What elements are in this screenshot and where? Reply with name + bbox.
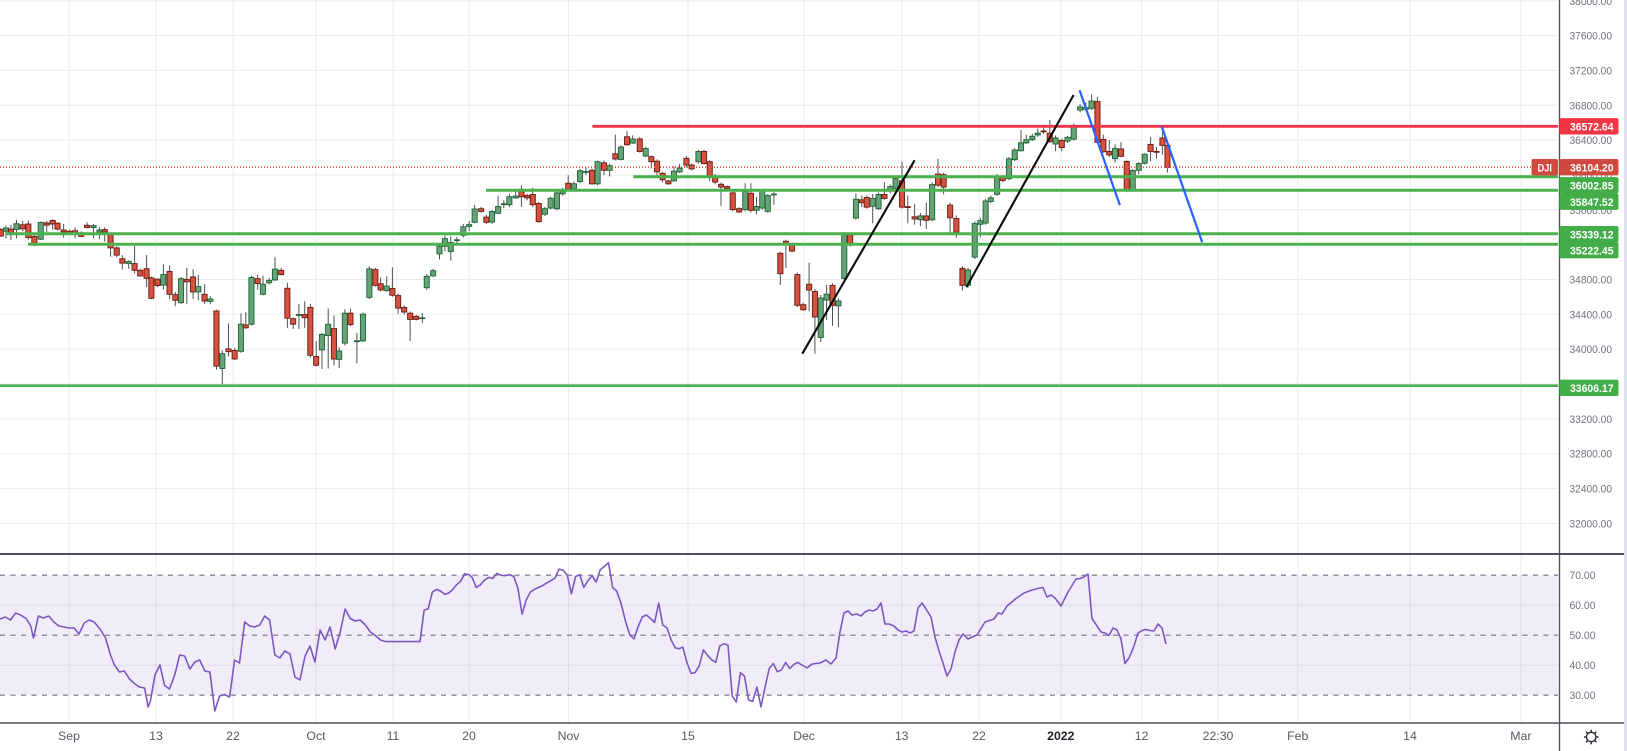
svg-text:11: 11 — [387, 729, 400, 743]
svg-text:36002.85: 36002.85 — [1570, 181, 1614, 193]
svg-text:33200.00: 33200.00 — [1570, 414, 1613, 426]
svg-text:36800.00: 36800.00 — [1570, 100, 1613, 112]
svg-text:22:30: 22:30 — [1203, 729, 1234, 743]
svg-text:50.00: 50.00 — [1570, 630, 1596, 642]
svg-text:Oct: Oct — [306, 729, 326, 743]
svg-text:34400.00: 34400.00 — [1570, 309, 1613, 321]
svg-text:Sep: Sep — [58, 729, 80, 743]
svg-text:30.00: 30.00 — [1570, 690, 1596, 702]
svg-text:33606.17: 33606.17 — [1570, 383, 1614, 395]
svg-text:12: 12 — [1135, 729, 1149, 743]
svg-text:13: 13 — [895, 729, 909, 743]
svg-text:37200.00: 37200.00 — [1570, 65, 1613, 77]
svg-text:2022: 2022 — [1047, 729, 1075, 743]
svg-text:Mar: Mar — [1510, 729, 1531, 743]
svg-text:22: 22 — [972, 729, 986, 743]
svg-text:35847.52: 35847.52 — [1570, 197, 1614, 209]
svg-text:22: 22 — [226, 729, 240, 743]
svg-text:Feb: Feb — [1287, 729, 1308, 743]
svg-text:35222.45: 35222.45 — [1570, 245, 1614, 257]
svg-text:36572.64: 36572.64 — [1570, 122, 1614, 134]
svg-text:Dec: Dec — [793, 729, 815, 743]
svg-text:Nov: Nov — [558, 729, 581, 743]
svg-text:40.00: 40.00 — [1570, 660, 1596, 672]
svg-text:13: 13 — [149, 729, 163, 743]
svg-text:60.00: 60.00 — [1570, 600, 1596, 612]
svg-text:35339.12: 35339.12 — [1570, 229, 1614, 241]
svg-text:DJI: DJI — [1538, 162, 1553, 174]
svg-text:32400.00: 32400.00 — [1570, 484, 1613, 496]
svg-text:70.00: 70.00 — [1570, 570, 1596, 582]
svg-text:36400.00: 36400.00 — [1570, 135, 1613, 147]
svg-text:34800.00: 34800.00 — [1570, 275, 1613, 287]
svg-text:38000.00: 38000.00 — [1570, 0, 1613, 8]
svg-text:37600.00: 37600.00 — [1570, 31, 1613, 43]
svg-text:32000.00: 32000.00 — [1570, 518, 1613, 530]
svg-text:34000.00: 34000.00 — [1570, 344, 1613, 356]
svg-text:32800.00: 32800.00 — [1570, 449, 1613, 461]
svg-text:36104.20: 36104.20 — [1570, 162, 1614, 174]
svg-text:15: 15 — [681, 729, 695, 743]
svg-text:14: 14 — [1403, 729, 1417, 743]
svg-text:20: 20 — [462, 729, 476, 743]
